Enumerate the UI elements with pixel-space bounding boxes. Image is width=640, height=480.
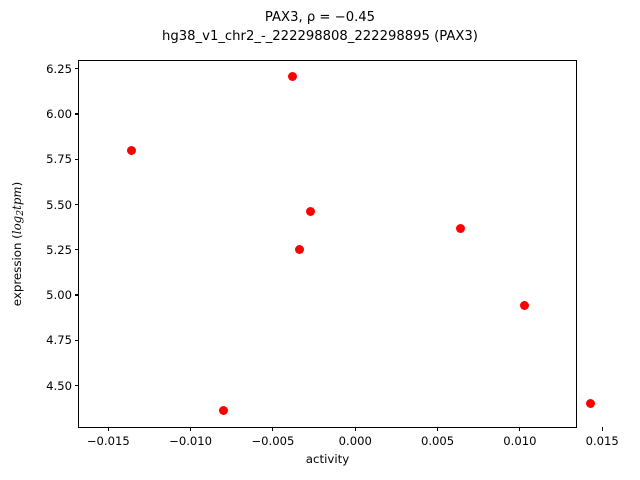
y-axis-tick xyxy=(75,158,79,160)
scatter-point xyxy=(294,245,304,255)
plot-axes: −0.015 −0.010 −0.005 0.000 0.005 0.010 0.015 4.… xyxy=(46,60,619,448)
x-axis-tick xyxy=(272,427,274,431)
y-axis-tick xyxy=(75,68,79,70)
y-axis-tick xyxy=(75,249,79,251)
y-axis-tick xyxy=(75,294,79,296)
x-axis-label: activity xyxy=(305,452,350,466)
scatter-point xyxy=(219,406,229,416)
y-axis-tick-label: 5.50 xyxy=(46,197,72,212)
x-axis-tick-label: 0.000 xyxy=(338,434,372,448)
y-axis-tick-label: 6.25 xyxy=(46,61,72,76)
y-axis-label: expression (log2tpm) xyxy=(9,181,27,307)
x-axis-tick xyxy=(354,427,356,431)
x-axis-tick-label: −0.005 xyxy=(251,434,295,448)
y-axis-tick-label: 5.75 xyxy=(46,152,72,167)
scatter-point xyxy=(520,301,530,311)
x-axis-tick xyxy=(190,427,192,431)
plot-surface xyxy=(79,61,596,427)
x-axis-tick-label: 0.010 xyxy=(503,434,537,448)
scatter-point xyxy=(306,207,316,217)
y-axis-tick xyxy=(75,385,79,387)
scatter-point xyxy=(586,399,596,409)
y-axis-tick-label: 4.75 xyxy=(46,333,72,348)
y-axis-tick-label: 6.00 xyxy=(46,107,72,122)
y-axis-tick-label: 5.25 xyxy=(46,242,72,257)
x-axis-tick xyxy=(437,427,439,431)
x-axis-tick-label: 0.015 xyxy=(585,434,619,448)
y-axis-tick-label: 5.00 xyxy=(46,288,72,303)
y-axis-tick xyxy=(75,339,79,341)
x-axis-tick-label: 0.005 xyxy=(420,434,455,448)
x-axis-tick xyxy=(601,427,603,431)
chart-title-line-2: hg38_v1_chr2_-_222298808_222298895 (PAX3… xyxy=(162,29,478,44)
x-axis-tick xyxy=(107,427,109,431)
chart-title: PAX3, ρ = −0.45 hg38_v1_chr2_-_222298808… xyxy=(0,8,640,46)
scatter-point xyxy=(288,71,298,81)
x-axis-tick xyxy=(519,427,521,431)
scatter-point xyxy=(456,223,466,233)
x-axis-tick-label: −0.010 xyxy=(169,434,213,448)
scatter-point xyxy=(126,145,136,155)
y-axis-tick xyxy=(75,203,79,206)
y-axis-tick-label: 4.50 xyxy=(46,378,72,393)
y-axis-tick xyxy=(75,113,79,115)
chart-title-line-1: PAX3, ρ = −0.45 xyxy=(264,10,376,25)
x-axis-tick-label: −0.015 xyxy=(86,434,130,448)
